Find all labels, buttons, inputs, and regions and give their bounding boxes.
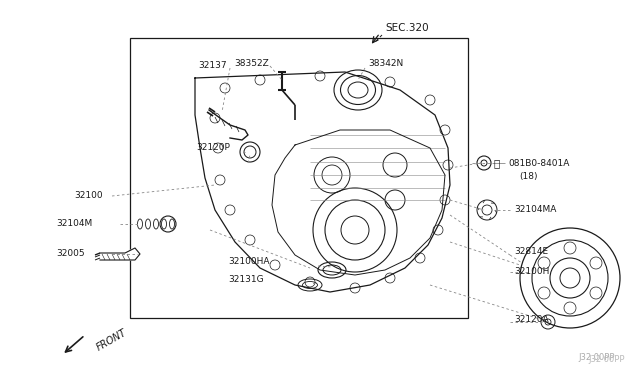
Text: 32137: 32137	[198, 61, 227, 71]
Text: J32 00PP: J32 00PP	[589, 356, 625, 365]
Text: 32120P: 32120P	[196, 144, 230, 153]
Text: 32100: 32100	[74, 192, 102, 201]
Text: 32131G: 32131G	[228, 276, 264, 285]
Text: (18): (18)	[519, 171, 538, 180]
Text: 32120A: 32120A	[514, 315, 548, 324]
Text: 32100HA: 32100HA	[228, 257, 269, 266]
Text: 38342N: 38342N	[368, 58, 403, 67]
Text: Ⓑ: Ⓑ	[494, 158, 500, 168]
Bar	[130, 38, 468, 318]
Text: 081B0-8401A: 081B0-8401A	[508, 158, 570, 167]
Text: 32104M: 32104M	[56, 219, 92, 228]
Polygon shape	[100, 248, 140, 260]
Text: 38352Z: 38352Z	[234, 58, 269, 67]
Text: 32005: 32005	[56, 250, 84, 259]
Text: SEC.320: SEC.320	[385, 23, 429, 33]
Text: 32814E: 32814E	[514, 247, 548, 257]
Text: J32 00PP: J32 00PP	[579, 353, 615, 362]
Text: FRONT: FRONT	[95, 327, 129, 353]
Text: 32100H: 32100H	[514, 267, 549, 276]
Text: 32104MA: 32104MA	[514, 205, 556, 215]
